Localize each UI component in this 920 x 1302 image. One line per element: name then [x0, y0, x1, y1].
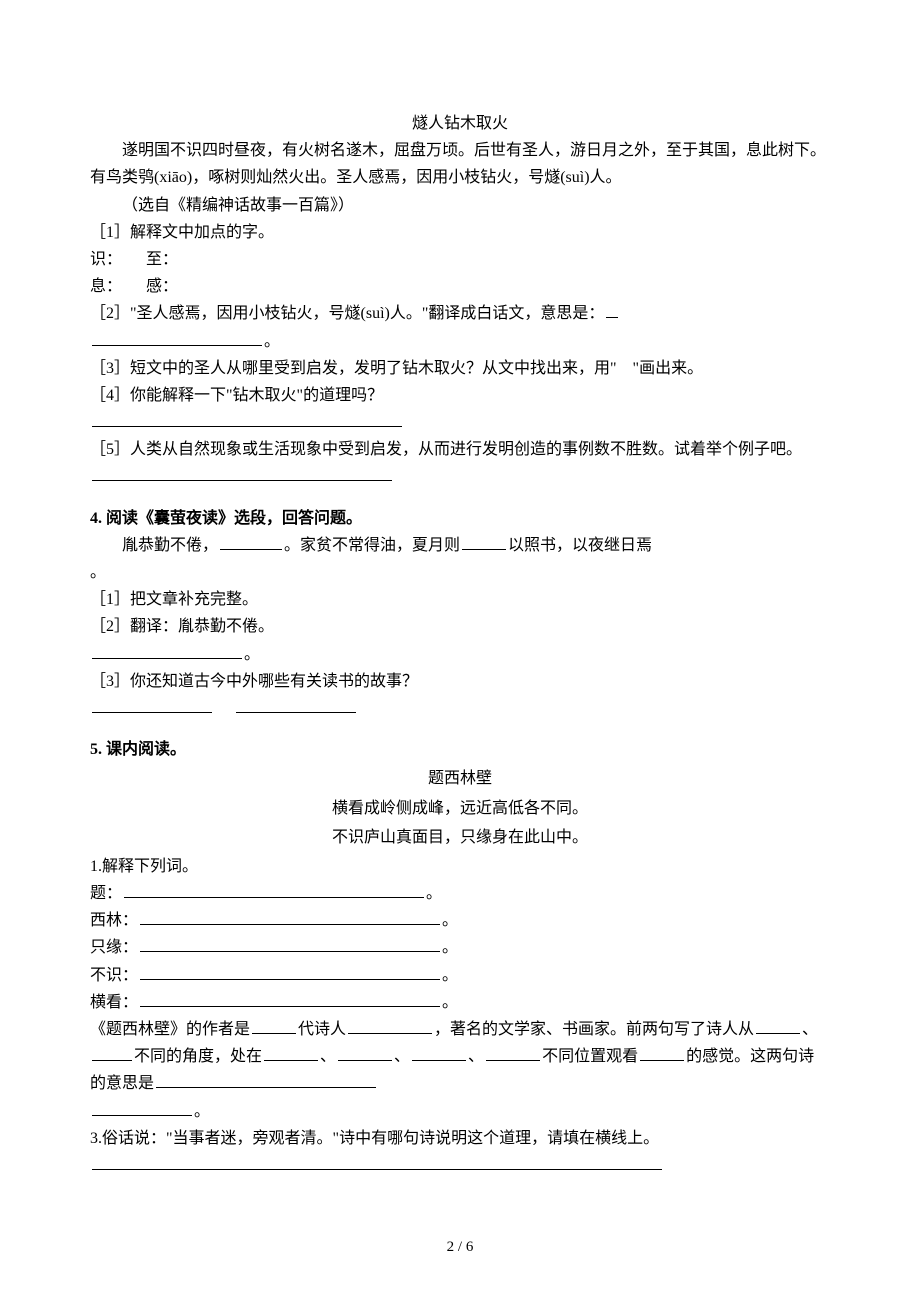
p3-q2-m5: 、 [320, 1048, 336, 1065]
page-footer: 2 / 6 [0, 1235, 920, 1261]
blank [92, 642, 242, 659]
p2-body-end: 。 [90, 559, 830, 586]
term-label: 横看： [90, 994, 138, 1011]
blank [338, 1044, 392, 1061]
blank [92, 1044, 132, 1061]
blank [252, 1017, 296, 1034]
p2-q2: ［2］翻译：胤恭勤不倦。 [90, 613, 830, 640]
p3-q3: 3.俗话说："当事者迷，旁观者清。"诗中有哪句诗说明这个道理，请填在横线上。 [90, 1125, 830, 1152]
p2-body-pre: 胤恭勤不倦， [122, 537, 218, 554]
p1-q5-blank [90, 463, 830, 490]
p3-q2-m4: 不同的角度，处在 [134, 1048, 262, 1065]
p3-poem-l2: 不识庐山真面目，只缘身在此山中。 [90, 824, 830, 851]
blank [92, 464, 392, 481]
p3-q2-m8: 不同位置观看 [542, 1048, 638, 1065]
p1-q4: ［4］你能解释一下"钻木取火"的道理吗？ [90, 382, 830, 409]
p2-title: 4. 阅读《囊萤夜读》选段，回答问题。 [90, 505, 830, 532]
p1-q4-blank [90, 409, 830, 436]
p1-body: 遂明国不识四时昼夜，有火树名遂木，屈盘万顷。后世有圣人，游日月之外，至于其国，息… [90, 137, 830, 191]
p3-q2-m3: 、 [802, 1021, 818, 1038]
blank [756, 1017, 800, 1034]
p1-q5: ［5］人类从自然现象或生活现象中受到启发，从而进行发明创造的事例数不胜数。试着举… [90, 436, 830, 463]
blank [348, 1017, 432, 1034]
p3-q1: 1.解释下列词。 [90, 853, 830, 880]
blank [264, 1044, 318, 1061]
spacer [90, 722, 830, 736]
blank [124, 881, 424, 898]
p2-q2-blank: 。 [90, 641, 830, 668]
blank [606, 301, 618, 318]
p3-term5: 横看：。 [90, 989, 830, 1016]
term-label: 只缘： [90, 939, 138, 956]
blank [140, 963, 440, 980]
blank [92, 1153, 662, 1170]
p3-q2: 《题西林壁》的作者是代诗人，著名的文学家、书画家。前两句写了诗人从、不同的角度，… [90, 1016, 830, 1098]
term-label: 题： [90, 885, 122, 902]
p2-q2-tail: 。 [244, 646, 260, 663]
p3-term1: 题：。 [90, 880, 830, 907]
p2-q3-blanks [90, 695, 830, 722]
blank [92, 1099, 192, 1116]
p1-q3: ［3］短文中的圣人从哪里受到启发，发明了钻木取火？从文中找出来，用" "画出来。 [90, 355, 830, 382]
p1-q1-row2: 息： 感： [90, 273, 830, 300]
p1-title: 燧人钻木取火 [90, 110, 830, 137]
p2-body: 胤恭勤不倦， 。家贫不常得油，夏月则 以照书，以夜继日焉 [90, 532, 830, 559]
p1-source: （选自《精编神话故事一百篇》） [90, 192, 830, 219]
p1-q1: ［1］解释文中加点的字。 [90, 219, 830, 246]
p2-q3: ［3］你还知道古今中外哪些有关读书的故事？ [90, 668, 830, 695]
blank [236, 696, 356, 713]
p3-q2-m7: 、 [468, 1048, 484, 1065]
blank [92, 329, 262, 346]
blank [92, 696, 212, 713]
p3-term3: 只缘：。 [90, 934, 830, 961]
p3-q2-tail: 。 [194, 1103, 210, 1120]
blank [140, 990, 440, 1007]
term-label: 不识： [90, 967, 138, 984]
spacer [90, 491, 830, 505]
p1-q2: ［2］"圣人感焉，因用小枝钻火，号燧(suì)人。"翻译成白话文，意思是： [90, 300, 830, 327]
p3-q3-blank [90, 1152, 830, 1179]
p2-body-tail: 以照书，以夜继日焉 [508, 537, 652, 554]
blank [140, 908, 440, 925]
blank [92, 410, 402, 427]
p1-q2-line2: 。 [90, 328, 830, 355]
p3-poem-l1: 横看成岭侧成峰，远近高低各不同。 [90, 795, 830, 822]
blank [140, 935, 440, 952]
p2-body-mid: 。家贫不常得油，夏月则 [284, 537, 460, 554]
p3-term2: 西林：。 [90, 907, 830, 934]
blank [220, 533, 282, 550]
blank [412, 1044, 466, 1061]
p3-q2-line3: 。 [90, 1098, 830, 1125]
p1-q2-text: ［2］"圣人感焉，因用小枝钻火，号燧(suì)人。"翻译成白话文，意思是： [90, 305, 604, 322]
p3-title: 5. 课内阅读。 [90, 736, 830, 763]
p3-q2-pre: 《题西林壁》的作者是 [90, 1021, 250, 1038]
blank [640, 1044, 684, 1061]
p3-term4: 不识：。 [90, 962, 830, 989]
term-label: 西林： [90, 912, 138, 929]
blank [486, 1044, 540, 1061]
page-container: 燧人钻木取火 遂明国不识四时昼夜，有火树名遂木，屈盘万顷。后世有圣人，游日月之外… [0, 0, 920, 1302]
p2-q1: ［1］把文章补充完整。 [90, 586, 830, 613]
blank [462, 533, 506, 550]
p3-poem-title: 题西林壁 [90, 765, 830, 792]
p3-q2-m6: 、 [394, 1048, 410, 1065]
p1-q1-row1: 识： 至： [90, 246, 830, 273]
blank [156, 1071, 376, 1088]
p3-q2-m2: ，著名的文学家、书画家。前两句写了诗人从 [434, 1021, 754, 1038]
p1-q2-tail: 。 [264, 333, 280, 350]
p3-q2-m1: 代诗人 [298, 1021, 346, 1038]
